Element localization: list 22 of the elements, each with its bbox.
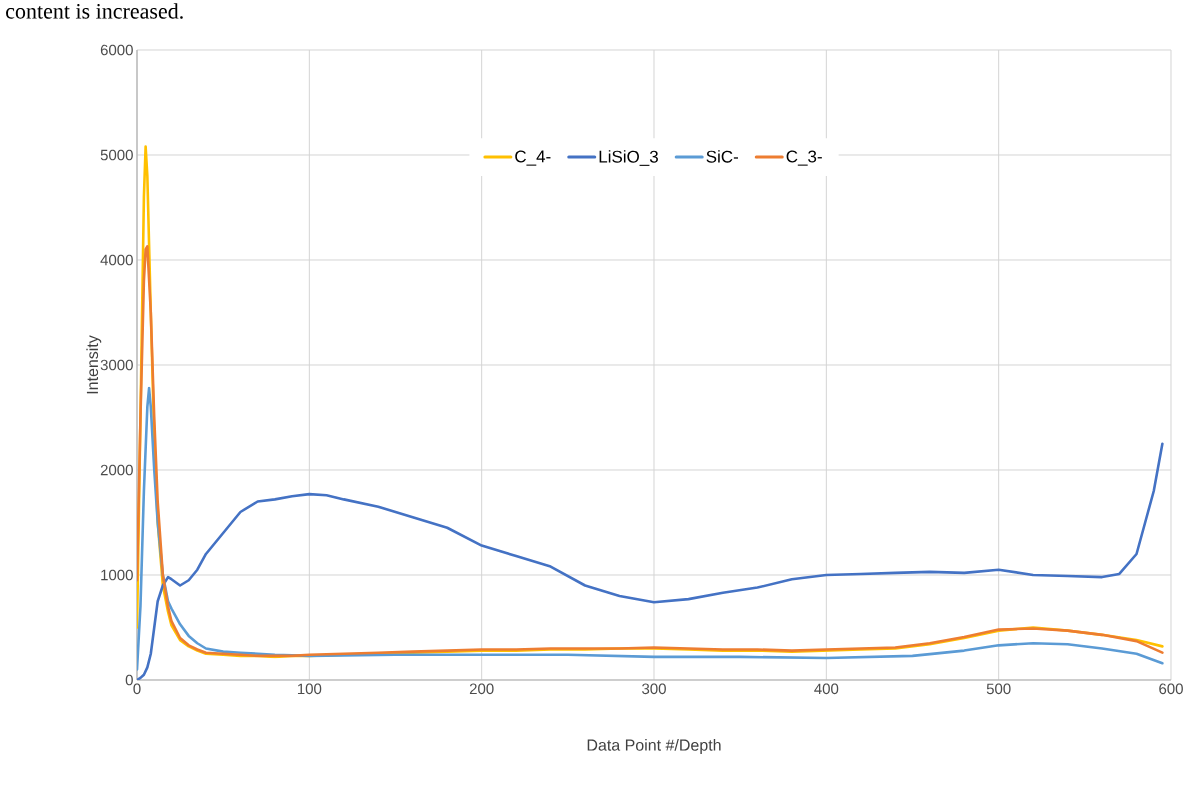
y-tick-label: 6000 — [100, 44, 133, 56]
y-tick-label: 5000 — [100, 149, 133, 161]
y-axis-title: Intensity — [86, 335, 102, 394]
legend-label: LiSiO_3 — [599, 150, 658, 166]
y-tick-label: 1000 — [101, 569, 133, 581]
line-series — [137, 442, 1164, 680]
x-tick-label: 400 — [814, 683, 839, 695]
x-tick-label: 300 — [642, 683, 666, 695]
x-tick-label: 0 — [133, 683, 141, 695]
legend-label: SiC- — [706, 150, 739, 163]
x-tick-label: 600 — [1159, 683, 1183, 695]
y-tick-label: 3000 — [100, 359, 133, 371]
y-tick-label: 4000 — [100, 254, 133, 266]
x-tick-label: 500 — [986, 683, 1011, 695]
legend-label: C_4- — [515, 150, 551, 166]
x-tick-label: 100 — [297, 683, 322, 695]
text: content is increased. — [6, 3, 183, 19]
x-axis-title: Data Point #/Depth — [587, 739, 721, 754]
y-tick-label: 0 — [125, 674, 133, 686]
x-tick-label: 200 — [469, 683, 494, 695]
legend-label: C_3- — [786, 150, 822, 166]
y-tick-label: 2000 — [100, 464, 133, 476]
